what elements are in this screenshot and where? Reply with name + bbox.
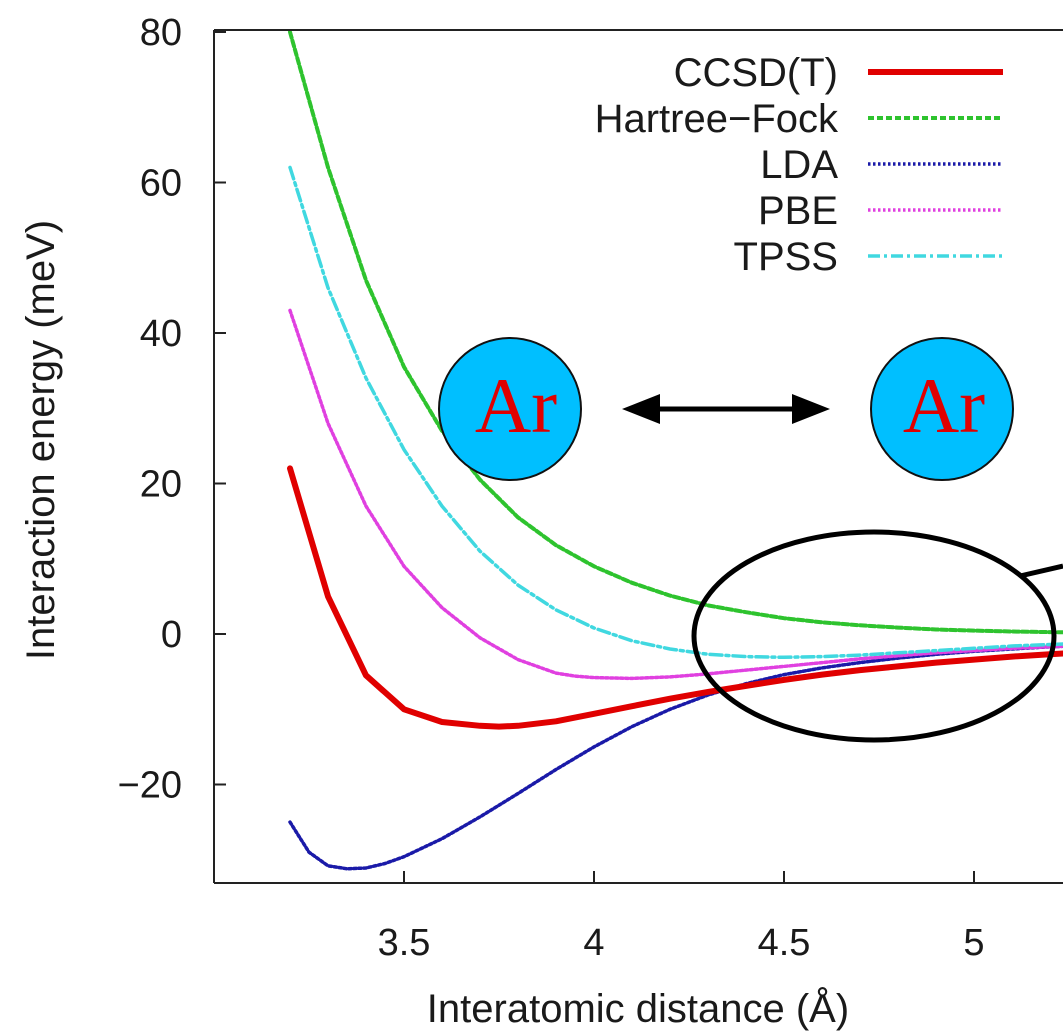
x-tick-label: 5	[963, 922, 984, 964]
y-tick-label: 20	[140, 464, 182, 506]
x-axis-title: Interatomic distance (Å)	[427, 986, 849, 1031]
series-line-pbe	[288, 308, 1063, 681]
legend-label: CCSD(T)	[674, 51, 838, 95]
atom-right-circle	[870, 337, 1014, 481]
double-arrow-icon	[622, 394, 830, 424]
pointer-line	[1019, 563, 1063, 579]
atom-right-label: Ar	[903, 362, 985, 449]
atom-right: Ar	[870, 337, 1014, 481]
y-axis-title: Interaction energy (meV)	[19, 220, 63, 660]
series-line-ccsd-t	[287, 465, 1063, 730]
atom-left-label: Ar	[475, 362, 557, 449]
y-tick-label: 40	[140, 313, 182, 355]
legend-label: LDA	[760, 143, 838, 187]
x-tick-label: 4.5	[758, 922, 811, 964]
atom-left-circle	[438, 337, 582, 481]
x-tick-label: 4	[583, 922, 604, 964]
x-tick-label: 3.5	[378, 922, 431, 964]
y-tick-label: 60	[140, 163, 182, 205]
legend-label: TPSS	[734, 235, 838, 279]
atom-left: Ar	[438, 337, 582, 481]
highlight-ellipse	[691, 529, 1057, 743]
y-tick-label: −20	[118, 765, 182, 807]
series-layer	[287, 30, 1063, 871]
legend-label: Hartree−Fock	[595, 97, 839, 141]
y-tick-label: 0	[161, 614, 182, 656]
legend-label: PBE	[758, 189, 838, 233]
y-tick-label: 80	[140, 12, 182, 54]
series-line-tpss	[288, 165, 1063, 660]
series-line-hartree-fock	[288, 30, 1063, 635]
ticks-layer: 3.5 4 4.5 5 −20 0 20 40 60 80	[118, 12, 985, 964]
